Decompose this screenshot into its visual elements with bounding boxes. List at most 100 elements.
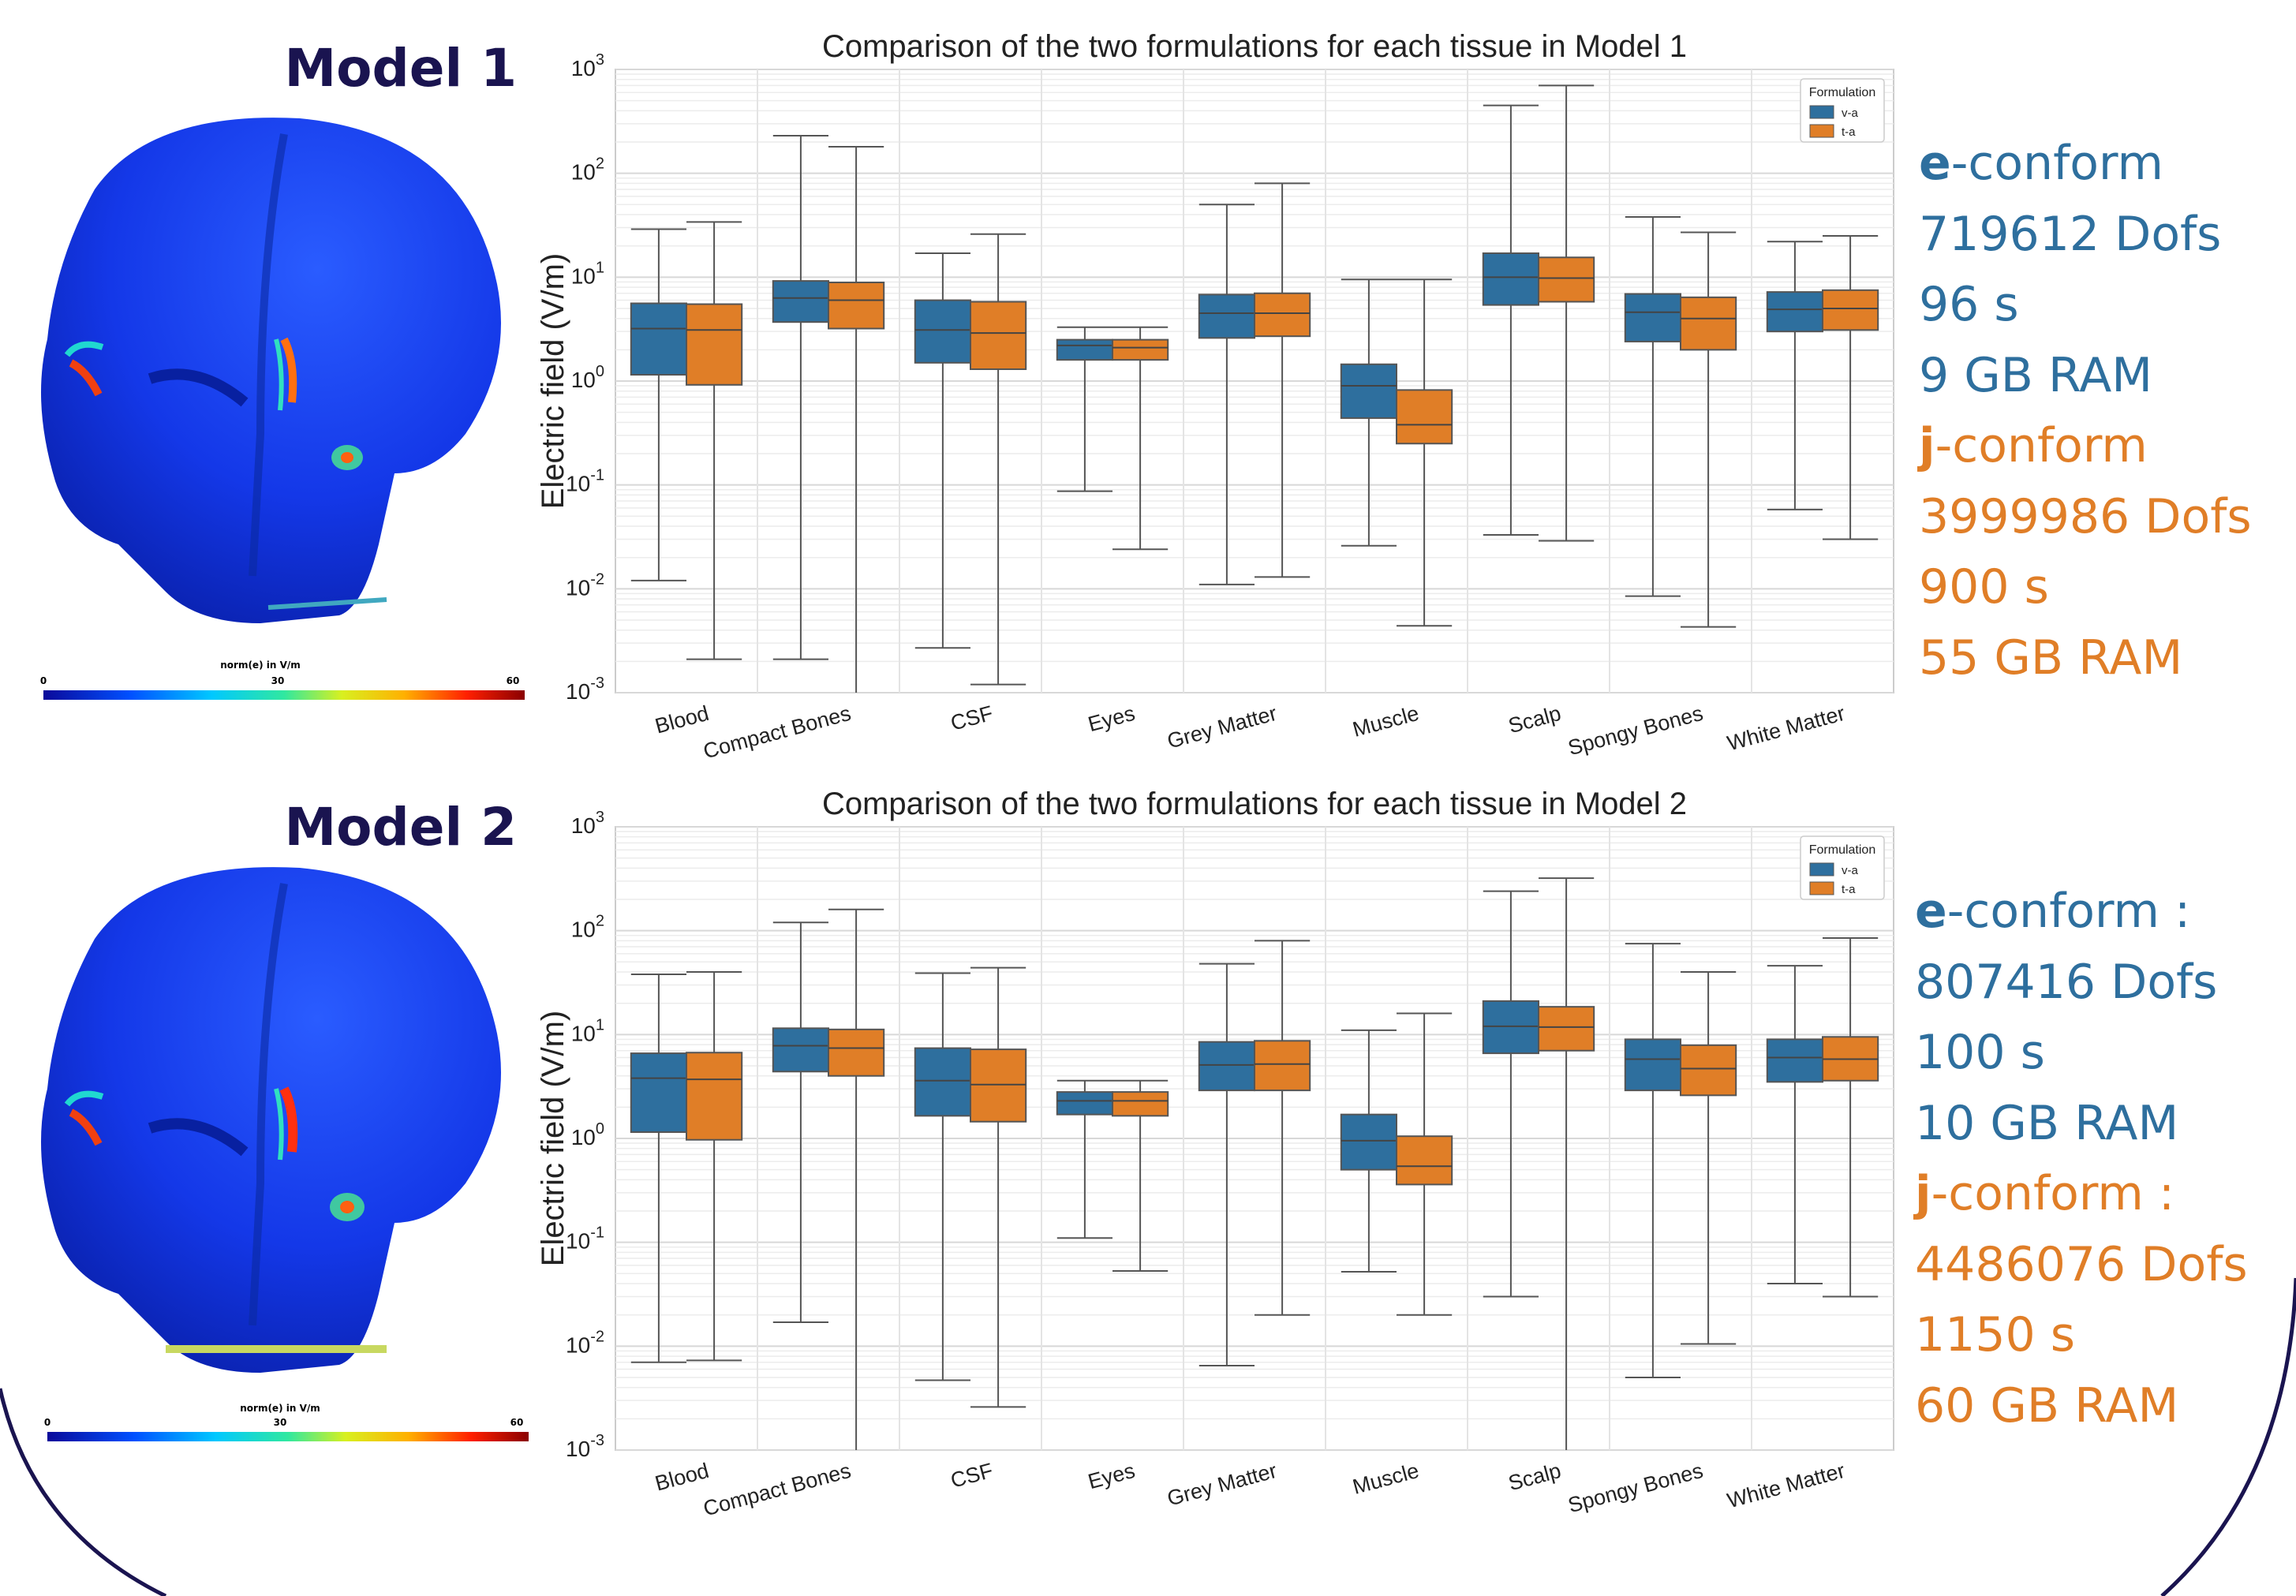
stat-text: -conform bbox=[1935, 418, 2148, 473]
box-v-a bbox=[1482, 1000, 1540, 1055]
chart-title: Comparison of the two formulations for e… bbox=[822, 787, 1687, 821]
stat-text: 10 GB RAM bbox=[1915, 1095, 2179, 1151]
y-tick-label: 103 bbox=[571, 809, 604, 838]
stat-text: 1150 s bbox=[1915, 1307, 2076, 1362]
x-tick-label: Scalp bbox=[1506, 1459, 1564, 1495]
stat-text: -conform : bbox=[1946, 884, 2191, 939]
box-v-a bbox=[772, 1027, 829, 1073]
colorbar-max: 60 bbox=[510, 1417, 524, 1428]
colorbar-mid: 30 bbox=[274, 1417, 287, 1428]
box-v-a bbox=[1056, 338, 1113, 361]
legend-title: Formulation bbox=[1809, 843, 1875, 857]
stat-line: 900 s bbox=[1919, 552, 2252, 623]
stat-text: 100 s bbox=[1915, 1025, 2045, 1080]
box-v-a bbox=[914, 299, 971, 364]
x-tick-label: White Matter bbox=[1725, 1459, 1848, 1513]
box-v-a bbox=[1482, 252, 1540, 306]
stat-text: 60 GB RAM bbox=[1915, 1377, 2179, 1433]
box-v-a bbox=[1198, 293, 1255, 339]
y-axis-label: Electric field (V/m) bbox=[537, 1011, 570, 1267]
box-v-a bbox=[1340, 363, 1397, 419]
x-tick-label: Blood bbox=[653, 701, 711, 738]
stat-line: e-conform : bbox=[1915, 876, 2248, 948]
x-tick-label: Muscle bbox=[1350, 1459, 1421, 1499]
box-t-a bbox=[1538, 1006, 1595, 1052]
stat-line: 719612 Dofs bbox=[1919, 200, 2252, 271]
y-tick-label: 10-1 bbox=[566, 1224, 604, 1254]
box-t-a bbox=[1396, 1135, 1453, 1186]
legend-entry-label: t-a bbox=[1842, 883, 1856, 896]
box-t-a bbox=[1680, 1044, 1737, 1097]
y-tick-label: 100 bbox=[571, 363, 604, 392]
colorbar-min: 0 bbox=[40, 675, 47, 686]
y-axis-label: Electric field (V/m) bbox=[537, 253, 570, 510]
x-tick-label: Spongy Bones bbox=[1565, 701, 1705, 760]
skull-render-model-2: norm(e) in V/m 0 30 60 bbox=[24, 852, 529, 1460]
x-tick-label: Compact Bones bbox=[701, 1459, 853, 1521]
stat-text: 719612 Dofs bbox=[1919, 206, 2222, 262]
box-v-a bbox=[1340, 1113, 1397, 1171]
box-t-a bbox=[1254, 292, 1311, 338]
stat-text: 9 GB RAM bbox=[1919, 347, 2153, 403]
x-tick-label: White Matter bbox=[1725, 701, 1848, 756]
stat-line: 807416 Dofs bbox=[1915, 948, 2248, 1019]
y-tick-label: 10-2 bbox=[566, 1328, 604, 1357]
legend-swatch bbox=[1809, 862, 1834, 876]
y-tick-label: 101 bbox=[571, 259, 604, 288]
y-tick-label: 103 bbox=[571, 51, 604, 80]
box-t-a bbox=[1822, 289, 1879, 331]
stat-line: 10 GB RAM bbox=[1915, 1089, 2248, 1160]
x-tick-label: Spongy Bones bbox=[1565, 1459, 1705, 1517]
stat-bold-letter: e bbox=[1915, 884, 1947, 939]
x-tick-label: Blood bbox=[653, 1459, 711, 1496]
colorbar-label: norm(e) in V/m bbox=[220, 660, 301, 671]
stat-bold-letter: j bbox=[1919, 418, 1935, 473]
stat-line: 96 s bbox=[1919, 270, 2252, 341]
y-tick-label: 10-3 bbox=[566, 675, 604, 704]
stat-text: 55 GB RAM bbox=[1919, 630, 2183, 686]
stat-text: 96 s bbox=[1919, 277, 2019, 332]
box-t-a bbox=[1396, 389, 1453, 445]
x-tick-label: CSF bbox=[948, 1459, 996, 1493]
box-v-a bbox=[1624, 1038, 1682, 1092]
stat-text: -conform bbox=[1950, 136, 2163, 191]
y-tick-label: 102 bbox=[571, 155, 604, 185]
x-tick-label: Grey Matter bbox=[1165, 1459, 1279, 1511]
stat-bold-letter: e bbox=[1919, 136, 1951, 191]
model-1-title: Model 1 bbox=[284, 38, 517, 99]
stat-line: 100 s bbox=[1915, 1018, 2248, 1089]
box-v-a bbox=[630, 302, 687, 376]
x-tick-label: Eyes bbox=[1086, 1459, 1138, 1494]
colorbar-mid: 30 bbox=[271, 675, 285, 686]
colorbar-max: 60 bbox=[507, 675, 520, 686]
stat-line: j-conform bbox=[1919, 411, 2252, 482]
skull-render-model-1: norm(e) in V/m 0 30 60 bbox=[24, 103, 529, 710]
box-t-a bbox=[1680, 296, 1737, 351]
stat-text: 900 s bbox=[1919, 559, 2049, 615]
x-tick-label: Scalp bbox=[1506, 701, 1564, 738]
y-tick-label: 10-1 bbox=[566, 467, 604, 496]
box-v-a bbox=[630, 1052, 687, 1134]
box-v-a bbox=[772, 280, 829, 323]
stats-model-2: e-conform :807416 Dofs 100 s 10 GB RAM j -co… bbox=[1915, 876, 2248, 1441]
box-t-a bbox=[686, 1052, 743, 1141]
stat-bold-letter: j bbox=[1915, 1166, 1931, 1221]
stat-line: 60 GB RAM bbox=[1915, 1371, 2248, 1442]
x-tick-label: Eyes bbox=[1086, 701, 1138, 737]
box-v-a bbox=[1056, 1091, 1113, 1116]
box-t-a bbox=[686, 303, 743, 386]
legend-entry-label: v-a bbox=[1842, 864, 1858, 877]
x-tick-label: Grey Matter bbox=[1165, 701, 1279, 753]
y-tick-label: 102 bbox=[571, 913, 604, 942]
box-t-a bbox=[828, 281, 885, 330]
stat-text: 4486076 Dofs bbox=[1915, 1236, 2248, 1292]
box-t-a bbox=[1538, 256, 1595, 303]
stat-line: 9 GB RAM bbox=[1919, 341, 2252, 412]
stat-text: 3999986 Dofs bbox=[1919, 488, 2252, 544]
box-t-a bbox=[970, 1048, 1027, 1123]
y-tick-label: 10-3 bbox=[566, 1432, 604, 1461]
stat-line: e-conform bbox=[1919, 129, 2252, 200]
stat-line: 1150 s bbox=[1915, 1300, 2248, 1371]
skull-image: norm(e) in V/m 0 30 60 bbox=[41, 867, 529, 1441]
